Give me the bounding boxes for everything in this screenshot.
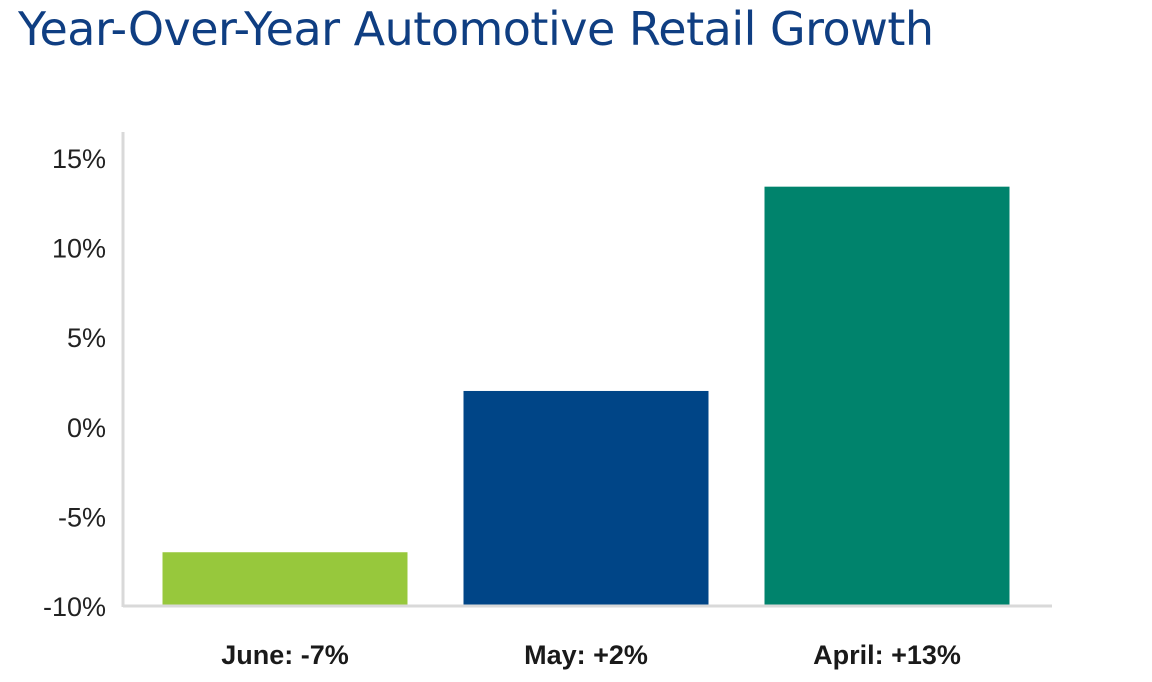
bar — [463, 390, 709, 606]
chart-title: Year-Over-Year Automotive Retail Growth — [18, 2, 934, 56]
y-tick-label: 10% — [52, 234, 106, 264]
bar — [764, 186, 1010, 606]
x-axis-labels: June: -7% May: +2% April: +13% — [221, 640, 961, 670]
x-category-label: May: +2% — [524, 640, 648, 670]
x-category-label: April: +13% — [813, 640, 961, 670]
y-tick-label: 15% — [52, 144, 106, 174]
bar — [162, 552, 408, 606]
y-tick-label: 5% — [67, 323, 106, 353]
y-tick-label: -5% — [58, 502, 106, 532]
x-category-label: June: -7% — [221, 640, 349, 670]
y-tick-label: -10% — [43, 592, 106, 622]
bars — [162, 186, 1010, 606]
y-axis-ticks: 15% 10% 5% 0% -5% -10% — [43, 144, 106, 622]
y-tick-label: 0% — [67, 413, 106, 443]
